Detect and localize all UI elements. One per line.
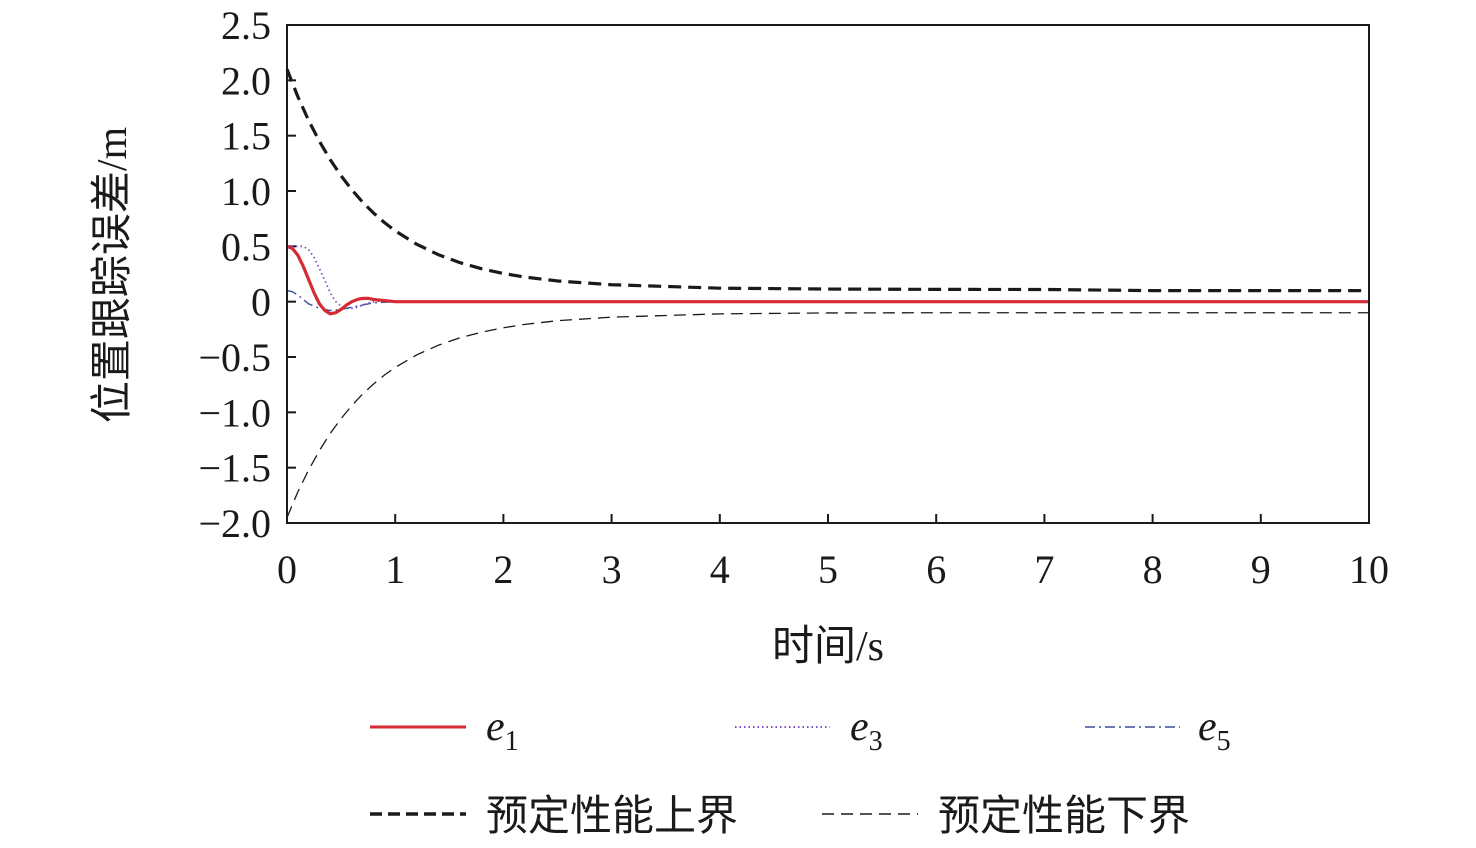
x-tick-label: 4 [710, 547, 730, 592]
y-axis-title: 位置跟踪误差/m [89, 127, 136, 424]
x-tick-label: 8 [1143, 547, 1163, 592]
x-tick-label: 1 [385, 547, 405, 592]
y-tick-label: 0.5 [221, 224, 271, 269]
x-tick-label: 10 [1349, 547, 1389, 592]
x-tick-label: 5 [818, 547, 838, 592]
y-tick-label: 2.5 [221, 3, 271, 48]
x-tick-label: 6 [926, 547, 946, 592]
series-line-e3 [287, 245, 1369, 310]
legend-label-e3: e3 [850, 704, 883, 757]
y-tick-label: 1.0 [221, 169, 271, 214]
y-tick-label: −2.0 [198, 501, 271, 546]
x-tick-label: 0 [277, 547, 297, 592]
legend-label-lower-bound: 预定性能下界 [938, 793, 1190, 840]
x-tick-label: 9 [1251, 547, 1271, 592]
legend-label-e5: e5 [1198, 704, 1231, 757]
x-tick-label: 3 [602, 547, 622, 592]
y-tick-label: −1.0 [198, 390, 271, 435]
legend-label-e1: e1 [486, 704, 519, 757]
legend-item-e1: e1 [370, 704, 519, 757]
plot-frame [286, 24, 1370, 524]
series-line-e1 [286, 244, 1369, 316]
y-tick-label: −0.5 [198, 335, 271, 380]
y-tick-label: 1.5 [221, 114, 271, 159]
series-line-upper-bound [285, 68, 1369, 293]
legend-item-e3: e3 [735, 704, 883, 757]
legend-item-lower-bound: 预定性能下界 [822, 793, 1190, 840]
axis-ticks: 0 1 2 3 4 5 6 7 8 9 10 −2.0 −1.5 −1.0 −0.5 0 0.5 1.0 1.5 2.… [198, 3, 1389, 592]
y-tick-label: 0 [251, 280, 271, 325]
legend: e1 e3 e5 预定性能上界 预定性能下界 [370, 704, 1231, 840]
x-tick-label: 7 [1034, 547, 1054, 592]
x-tick-label: 2 [493, 547, 513, 592]
legend-label-upper-bound: 预定性能上界 [486, 793, 738, 840]
y-tick-label: 2.0 [221, 58, 271, 103]
y-tick-label: −1.5 [198, 446, 271, 491]
series-group [285, 68, 1369, 518]
x-axis-title: 时间/s [772, 624, 884, 670]
legend-item-e5: e5 [1085, 704, 1231, 757]
series-line-lower-bound [286, 312, 1369, 518]
legend-item-upper-bound: 预定性能上界 [370, 793, 738, 840]
